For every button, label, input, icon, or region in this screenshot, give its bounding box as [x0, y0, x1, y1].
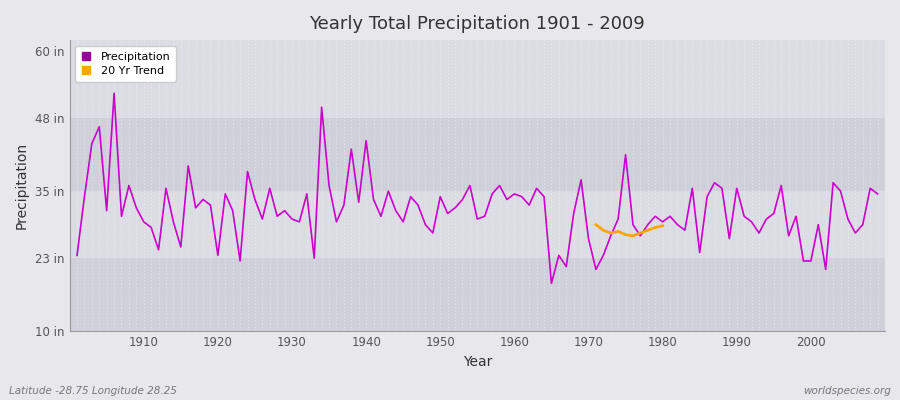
Text: worldspecies.org: worldspecies.org	[803, 386, 891, 396]
Legend: Precipitation, 20 Yr Trend: Precipitation, 20 Yr Trend	[76, 46, 176, 82]
Text: Latitude -28.75 Longitude 28.25: Latitude -28.75 Longitude 28.25	[9, 386, 177, 396]
Bar	[69, 258, 885, 331]
Bar	[69, 191, 885, 258]
X-axis label: Year: Year	[463, 355, 492, 369]
Title: Yearly Total Precipitation 1901 - 2009: Yearly Total Precipitation 1901 - 2009	[310, 15, 645, 33]
Bar	[69, 51, 885, 118]
Y-axis label: Precipitation: Precipitation	[15, 142, 29, 229]
Bar	[69, 118, 885, 191]
